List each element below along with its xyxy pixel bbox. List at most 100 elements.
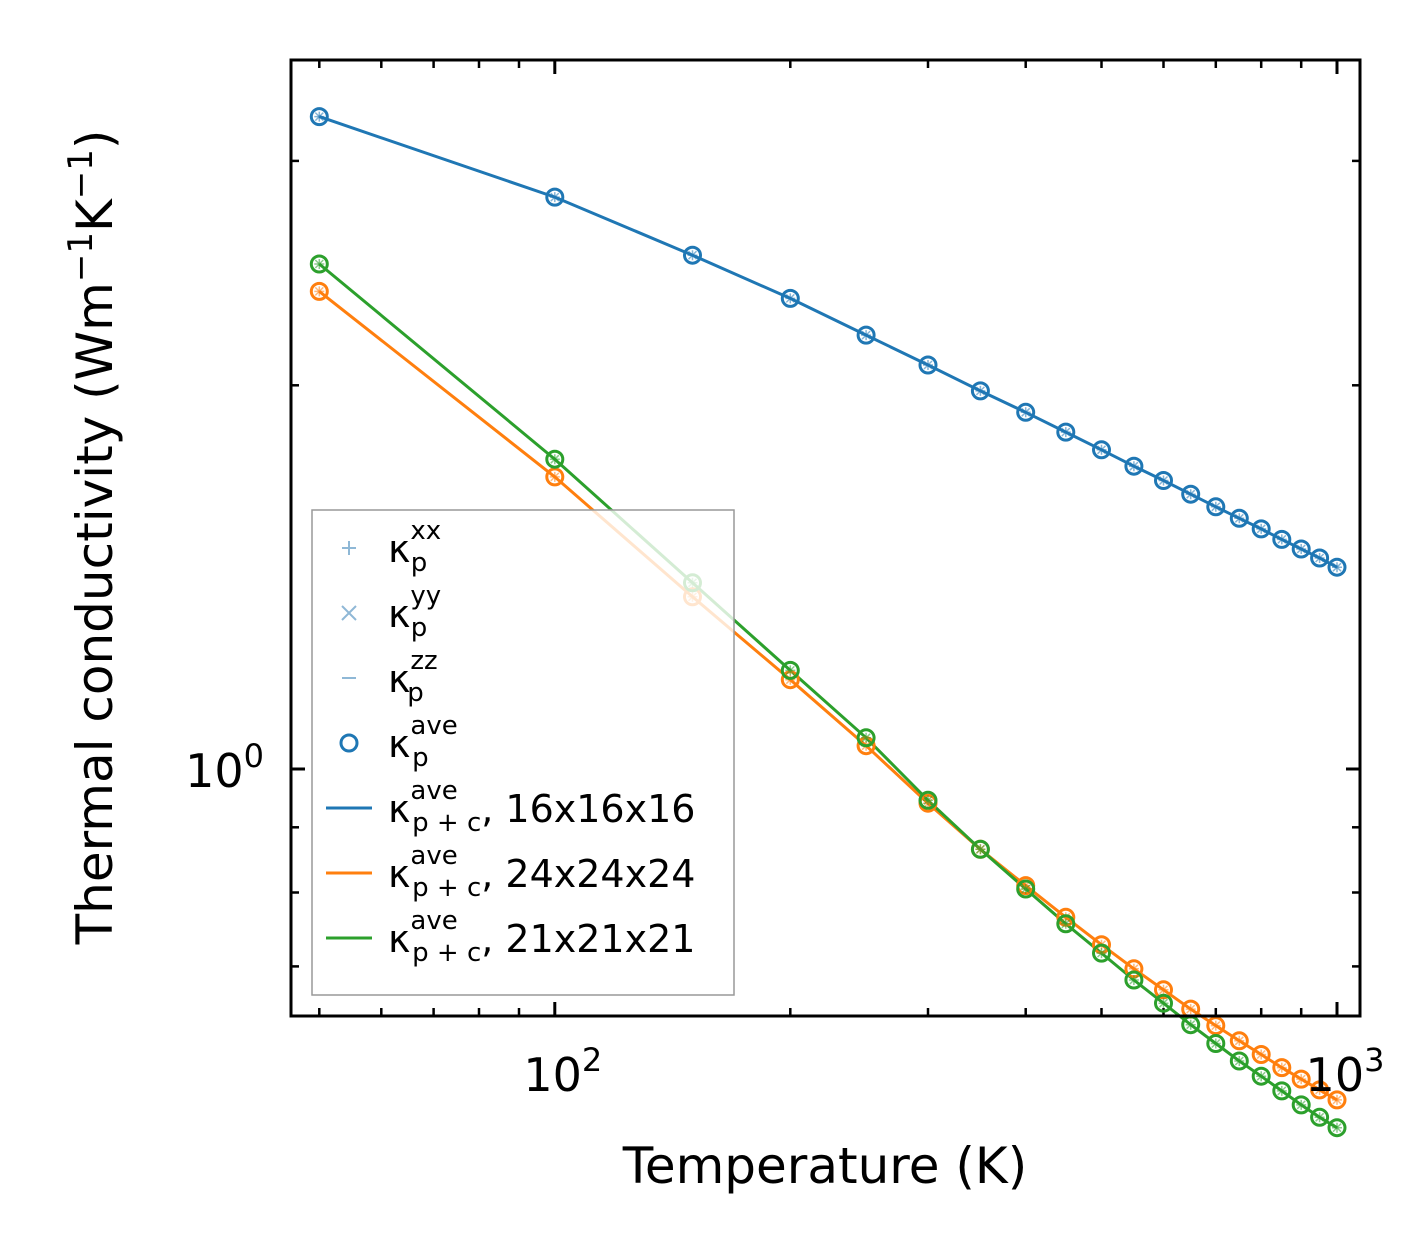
- text-part: 3: [1364, 1041, 1384, 1079]
- data-point-yy: [1332, 1123, 1342, 1133]
- data-point-ave: [1016, 879, 1036, 899]
- data-point-ave: [780, 660, 800, 680]
- data-point-ave: [1154, 980, 1173, 1000]
- data-point-yy: [1234, 1036, 1244, 1046]
- data-point-yy: [314, 112, 324, 122]
- text-part: κ: [388, 722, 410, 766]
- text-part: p + c: [412, 808, 481, 838]
- text-part: ave: [410, 841, 457, 871]
- x-axis-label: Temperature (K): [622, 1137, 1027, 1195]
- text-part: 10: [1306, 1048, 1365, 1102]
- data-point-yy: [1315, 1085, 1325, 1095]
- legend-label: κzz p: [388, 646, 438, 708]
- text-part: , 16x16x16: [481, 787, 695, 831]
- data-point-yy: [1234, 513, 1244, 523]
- data-point-ave: [1327, 1118, 1347, 1138]
- data-point-yy: [1129, 975, 1139, 985]
- data-point-ave: [1154, 993, 1173, 1013]
- text-part: κ: [388, 657, 410, 701]
- data-point-yy: [550, 472, 560, 482]
- data-point-yy: [1021, 884, 1031, 894]
- text-part: ave: [410, 711, 457, 741]
- data-point-yy: [1332, 1095, 1342, 1105]
- data-point-yy: [923, 795, 933, 805]
- text-part: 0: [244, 737, 264, 775]
- legend-marker-x: [341, 605, 357, 621]
- series-markers: [309, 107, 1347, 1138]
- data-point-ave: [1291, 1095, 1311, 1115]
- data-point-yy: [1061, 919, 1071, 929]
- legend-marker-circle: [339, 733, 359, 753]
- data-point-ave: [1206, 497, 1226, 517]
- data-point-yy: [861, 733, 871, 743]
- data-point-yy: [975, 844, 985, 854]
- data-point-ave: [918, 355, 938, 375]
- data-point-yy: [1277, 534, 1287, 544]
- data-point-ave: [1310, 1080, 1330, 1100]
- data-point-yy: [687, 250, 698, 260]
- text-part: , 21x21x21: [481, 917, 695, 961]
- data-point-yy: [1186, 1004, 1196, 1014]
- legend-label: κave p + c, 24x24x24: [388, 841, 695, 903]
- data-point-ave: [1092, 943, 1111, 963]
- data-point-ave: [1016, 402, 1036, 422]
- legend-label: κyy p: [388, 581, 441, 643]
- data-point-yy: [314, 286, 324, 296]
- data-point-ave: [1092, 440, 1111, 460]
- legend-marker-plus: [342, 541, 356, 555]
- text-part: , 24x24x24: [481, 852, 695, 896]
- text-part: ave: [410, 776, 457, 806]
- plot-frame: [289, 58, 1362, 1018]
- data-point-ave: [309, 281, 329, 301]
- data-point-yy: [1256, 1071, 1266, 1081]
- data-point-yy: [1277, 1063, 1287, 1073]
- data-point-ave: [1229, 508, 1249, 528]
- legend-label: κave p: [388, 711, 458, 773]
- text-part: p: [411, 613, 428, 643]
- data-point-yy: [1315, 553, 1325, 563]
- x-tick-label: 102: [523, 1041, 602, 1102]
- data-point-ave: [1124, 970, 1144, 990]
- legend-label: κxx p: [388, 516, 441, 578]
- data-point-yy: [1211, 1021, 1221, 1031]
- data-point-ave: [1272, 1058, 1292, 1078]
- data-point-ave: [309, 254, 329, 274]
- data-point-ave: [918, 790, 938, 810]
- legend-label: κave p + c, 21x21x21: [388, 906, 695, 968]
- data-point-yy: [1096, 948, 1107, 958]
- data-point-yy: [975, 386, 985, 396]
- data-point-yy: [1096, 445, 1107, 455]
- text-part: yy: [410, 581, 441, 611]
- data-point-ave: [1229, 1031, 1249, 1051]
- data-point-ave: [1272, 1081, 1292, 1101]
- data-point-yy: [1021, 407, 1031, 417]
- data-point-ave: [1251, 1066, 1271, 1086]
- data-point-ave: [1056, 914, 1076, 934]
- text-part: κ: [388, 527, 410, 571]
- data-point-ave: [1229, 1051, 1249, 1071]
- text-part: ave: [410, 906, 457, 936]
- data-point-ave: [545, 467, 565, 487]
- data-point-ave: [1310, 548, 1330, 568]
- data-point-yy: [314, 259, 324, 269]
- x-tick-label: 103: [1306, 1041, 1385, 1102]
- data-point-yy: [923, 360, 933, 370]
- text-part: p: [411, 548, 428, 578]
- data-point-yy: [1234, 1056, 1244, 1066]
- data-point-ave: [1181, 484, 1201, 504]
- data-point-yy: [1186, 489, 1196, 499]
- data-point-yy: [1186, 1020, 1196, 1030]
- text-part: κ: [388, 917, 410, 961]
- data-point-yy: [1315, 1112, 1325, 1122]
- data-point-ave: [1310, 1107, 1330, 1127]
- data-point-yy: [785, 293, 795, 303]
- data-point-yy: [1211, 1038, 1221, 1049]
- data-point-ave: [309, 107, 329, 127]
- data-point-ave: [780, 288, 800, 308]
- series-line: [318, 115, 1338, 569]
- text-part: κ: [388, 852, 410, 896]
- data-point-ave: [1206, 1034, 1226, 1053]
